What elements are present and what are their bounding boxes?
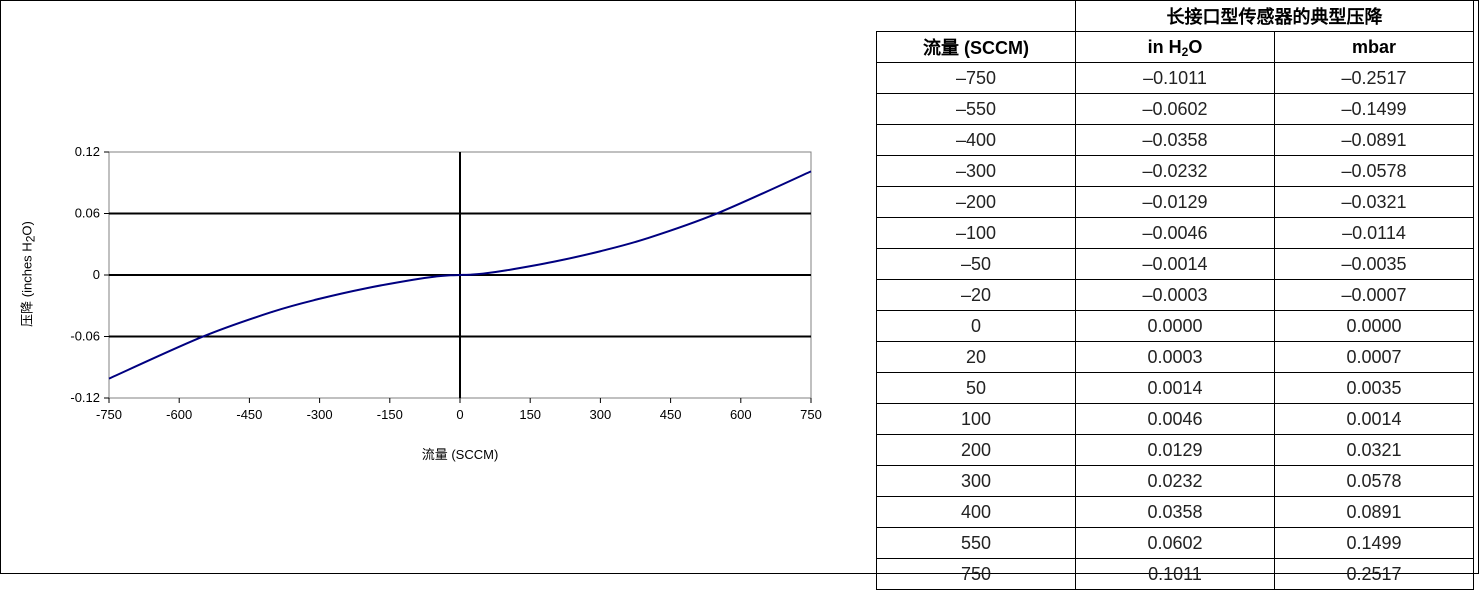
cell-flow: –750 (876, 62, 1076, 94)
cell-mbar: 0.0891 (1274, 496, 1474, 528)
table-row: –20 –0.0003 –0.0007 (876, 279, 1474, 311)
x-tick-label: -300 (307, 407, 333, 422)
col-header-inh2o: in H2O (1075, 31, 1275, 63)
x-tick-label: 750 (800, 407, 822, 422)
cell-inh2o: 0.1011 (1075, 558, 1275, 590)
table-row: 550 0.0602 0.1499 (876, 527, 1474, 559)
table-row: 0 0.0000 0.0000 (876, 310, 1474, 342)
cell-inh2o: –0.0602 (1075, 93, 1275, 125)
cell-mbar: –0.0891 (1274, 124, 1474, 156)
table-row: –400 –0.0358 –0.0891 (876, 124, 1474, 156)
table-row: 20 0.0003 0.0007 (876, 341, 1474, 373)
cell-mbar: –0.0578 (1274, 155, 1474, 187)
y-tick-label: 0.06 (75, 206, 100, 221)
y-tick-label: -0.12 (70, 390, 100, 405)
x-axis-label: 流量 (SCCM) (421, 447, 499, 462)
y-tick-label: -0.06 (70, 329, 100, 344)
x-tick-label: -450 (236, 407, 262, 422)
table-body: –750 –0.1011 –0.2517 –550 –0.0602 –0.1499 –400… (876, 62, 1474, 590)
x-tick-label: 600 (730, 407, 752, 422)
x-tick-label: 450 (660, 407, 682, 422)
cell-inh2o: –0.0232 (1075, 155, 1275, 187)
table-header-row: 流量 (SCCM) in H2O mbar (876, 31, 1474, 63)
chart-svg: 0.12 0.06 0 -0.06 -0.12 -750 -600 -450 -300 -150 0… (70, 144, 822, 422)
cell-flow: 400 (876, 496, 1076, 528)
table-row: 400 0.0358 0.0891 (876, 496, 1474, 528)
cell-mbar: –0.0321 (1274, 186, 1474, 218)
table-row: 50 0.0014 0.0035 (876, 372, 1474, 404)
cell-inh2o: 0.0232 (1075, 465, 1275, 497)
cell-mbar: 0.0035 (1274, 372, 1474, 404)
table-row: 750 0.1011 0.2517 (876, 558, 1474, 590)
cell-inh2o: 0.0003 (1075, 341, 1275, 373)
cell-inh2o: –0.1011 (1075, 62, 1275, 94)
table-row: 200 0.0129 0.0321 (876, 434, 1474, 466)
y-tick-label: 0.12 (75, 144, 100, 159)
cell-mbar: –0.0007 (1274, 279, 1474, 311)
table-row: –50 –0.0014 –0.0035 (876, 248, 1474, 280)
cell-mbar: 0.0014 (1274, 403, 1474, 435)
cell-mbar: 0.0000 (1274, 310, 1474, 342)
cell-mbar: –0.1499 (1274, 93, 1474, 125)
cell-flow: –550 (876, 93, 1076, 125)
cell-flow: –300 (876, 155, 1076, 187)
cell-mbar: –0.0035 (1274, 248, 1474, 280)
cell-inh2o: –0.0003 (1075, 279, 1275, 311)
cell-inh2o: 0.0046 (1075, 403, 1275, 435)
cell-inh2o: 0.0000 (1075, 310, 1275, 342)
table-title: 长接口型传感器的典型压降 (1075, 0, 1474, 32)
col-header-flow: 流量 (SCCM) (876, 31, 1076, 63)
cell-mbar: 0.0007 (1274, 341, 1474, 373)
cell-flow: 200 (876, 434, 1076, 466)
table-row: 300 0.0232 0.0578 (876, 465, 1474, 497)
cell-flow: 550 (876, 527, 1076, 559)
x-tick-label: -600 (166, 407, 192, 422)
cell-inh2o: –0.0046 (1075, 217, 1275, 249)
cell-flow: 750 (876, 558, 1076, 590)
cell-inh2o: –0.0358 (1075, 124, 1275, 156)
cell-mbar: 0.2517 (1274, 558, 1474, 590)
x-tick-label: -750 (96, 407, 122, 422)
cell-mbar: 0.0578 (1274, 465, 1474, 497)
table-row: –300 –0.0232 –0.0578 (876, 155, 1474, 187)
cell-flow: –50 (876, 248, 1076, 280)
cell-flow: –20 (876, 279, 1076, 311)
x-tick-label: 0 (456, 407, 463, 422)
table-row: 100 0.0046 0.0014 (876, 403, 1474, 435)
table-title-row: 长接口型传感器的典型压降 (876, 0, 1474, 32)
cell-flow: 50 (876, 372, 1076, 404)
cell-flow: 20 (876, 341, 1076, 373)
cell-flow: –400 (876, 124, 1076, 156)
table-row: –550 –0.0602 –0.1499 (876, 93, 1474, 125)
table-corner-cell (876, 0, 1076, 32)
x-tick-label: 300 (590, 407, 612, 422)
table-row: –200 –0.0129 –0.0321 (876, 186, 1474, 218)
x-tick-label: 150 (519, 407, 541, 422)
col-header-mbar: mbar (1274, 31, 1474, 63)
cell-flow: –100 (876, 217, 1076, 249)
cell-flow: 0 (876, 310, 1076, 342)
cell-mbar: 0.0321 (1274, 434, 1474, 466)
pressure-drop-table: 长接口型传感器的典型压降 流量 (SCCM) in H2O mbar –750–… (876, 0, 1474, 590)
cell-inh2o: 0.0358 (1075, 496, 1275, 528)
cell-mbar: –0.0114 (1274, 217, 1474, 249)
table-row: –100 –0.0046 –0.0114 (876, 217, 1474, 249)
cell-inh2o: 0.0602 (1075, 527, 1275, 559)
y-tick-label: 0 (93, 267, 100, 282)
cell-inh2o: –0.0129 (1075, 186, 1275, 218)
cell-inh2o: 0.0014 (1075, 372, 1275, 404)
series-line (108, 170, 812, 380)
cell-mbar: 0.1499 (1274, 527, 1474, 559)
table-row: –750 –0.1011 –0.2517 (876, 62, 1474, 94)
cell-flow: –200 (876, 186, 1076, 218)
cell-mbar: –0.2517 (1274, 62, 1474, 94)
pressure-drop-chart: 0.12 0.06 0 -0.06 -0.12 -750 -600 -450 -300 -150 0… (2, 2, 872, 572)
cell-flow: 100 (876, 403, 1076, 435)
cell-inh2o: 0.0129 (1075, 434, 1275, 466)
cell-inh2o: –0.0014 (1075, 248, 1275, 280)
x-tick-label: -150 (377, 407, 403, 422)
y-axis-label: 压降 (inches H2O) (19, 221, 38, 327)
cell-flow: 300 (876, 465, 1076, 497)
